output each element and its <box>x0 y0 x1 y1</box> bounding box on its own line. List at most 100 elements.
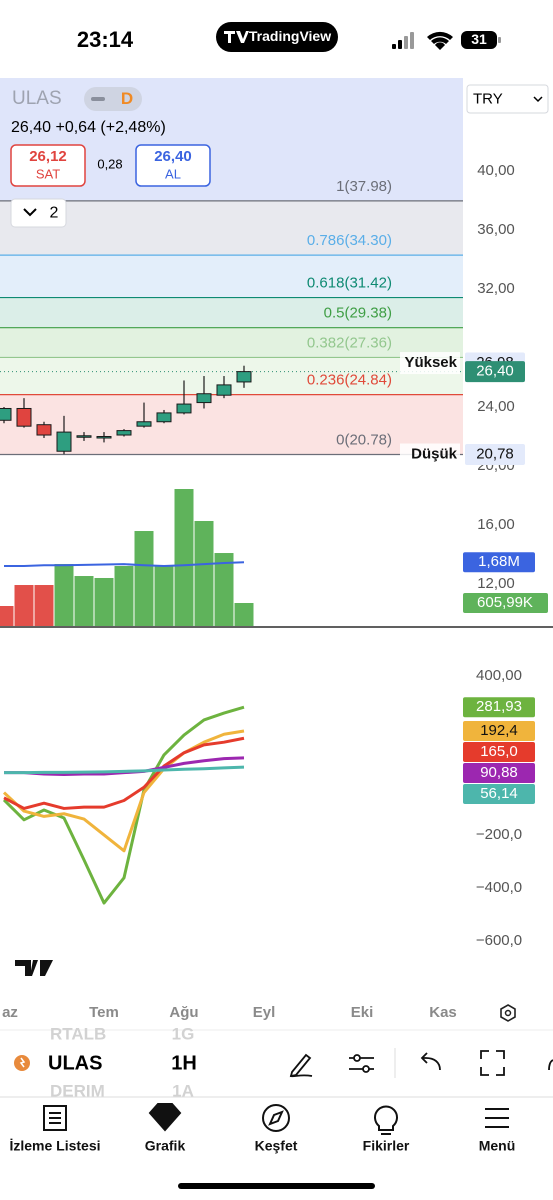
indicator-tick-label: −600,0 <box>476 932 522 949</box>
sell-price: 26,12 <box>29 148 67 165</box>
candle-body <box>196 393 212 404</box>
ma-label: 1,68M <box>478 553 520 570</box>
fib-band <box>0 394 463 455</box>
candle-body <box>36 424 52 436</box>
volume-bar <box>0 606 14 626</box>
price-marker <box>465 361 525 383</box>
candle-body <box>0 407 12 421</box>
fib-band <box>0 255 463 298</box>
indicator-label-box <box>463 720 535 741</box>
time-label: Ağu <box>169 1004 198 1021</box>
chart-icon <box>148 1103 182 1132</box>
battery-level: 31 <box>471 31 487 47</box>
volume-bar <box>14 585 34 626</box>
price-tick-label: 12,00 <box>477 575 515 592</box>
tab-labels: İzleme Listesi Grafik Keşfet Fikirler Menü <box>9 1138 515 1154</box>
marker-name-bg <box>400 443 460 466</box>
tab-label[interactable]: İzleme Listesi <box>9 1138 100 1154</box>
toolbar-interval[interactable]: 1H <box>171 1052 197 1074</box>
fib-band <box>0 327 463 358</box>
price-marker-label: 26,40 <box>476 363 514 380</box>
toolbar-symbol[interactable]: ULAS <box>48 1052 102 1074</box>
volume-bar <box>134 531 154 626</box>
time-axis: az Tem Ağu Eyl Eki Kas <box>2 1004 457 1021</box>
volume-label-box <box>463 593 548 614</box>
indicator-tick-label: −200,0 <box>476 826 522 843</box>
volume-bar <box>194 520 214 626</box>
picker-faded: 1A <box>172 1081 194 1100</box>
marker-name: Düşük <box>411 445 458 462</box>
volume-bar <box>114 566 134 626</box>
buy-button[interactable] <box>135 144 211 187</box>
tab-label[interactable]: Keşfet <box>255 1138 298 1154</box>
app-pill <box>216 22 338 52</box>
quote: 26,40 +0,64 (+2,48%) <box>11 119 166 136</box>
picker-faded: DERIM <box>50 1081 105 1100</box>
candle-body <box>96 436 112 439</box>
indicator-label: 90,88 <box>480 764 518 781</box>
symbol-name: ULAS <box>12 88 62 109</box>
candle-body <box>56 431 72 452</box>
badge-dash <box>91 97 105 101</box>
price-tick-label: 24,00 <box>477 398 515 415</box>
settings-icon[interactable] <box>500 1004 516 1022</box>
fullscreen-icon[interactable] <box>480 1050 505 1076</box>
tab-label[interactable]: Grafik <box>145 1138 186 1154</box>
indicator-toggle[interactable] <box>10 198 67 228</box>
battery <box>461 31 497 49</box>
fib-label: 0.382(27.36) <box>307 334 392 351</box>
sell-label: SAT <box>36 166 60 181</box>
price-marker-label: 20,78 <box>476 445 514 462</box>
undo-icon[interactable] <box>420 1052 441 1071</box>
volume-bar <box>154 566 174 626</box>
tab-label[interactable]: Fikirler <box>363 1138 410 1154</box>
fib-band <box>0 297 463 328</box>
indicator-label: 281,93 <box>476 698 522 715</box>
fib-label: 0.5(29.38) <box>324 305 392 322</box>
currency-select[interactable] <box>466 84 549 114</box>
volume-bar <box>214 553 234 626</box>
badge-pill <box>84 87 142 111</box>
ideas-icon <box>374 1105 398 1135</box>
time-label: Eyl <box>253 1004 276 1021</box>
app-logo <box>224 31 249 43</box>
settings-icon-dot <box>504 1009 512 1017</box>
indicator-line <box>3 736 245 810</box>
fib-label: 0(20.78) <box>336 431 392 448</box>
volume-ma-line <box>4 561 245 568</box>
time-label: Kas <box>429 1004 457 1021</box>
price-tick-label: 16,00 <box>477 516 515 533</box>
marker-name: Yüksek <box>404 354 457 371</box>
candle-body <box>216 384 232 396</box>
fib-band <box>0 200 463 256</box>
marker-name-bg <box>400 352 460 375</box>
tab-label[interactable]: Menü <box>479 1138 516 1154</box>
fib-label: 1(37.98) <box>336 178 392 195</box>
candle-body <box>136 421 152 427</box>
sell-button[interactable] <box>10 144 86 187</box>
tab-icons <box>43 1103 509 1135</box>
candle-body <box>176 403 192 414</box>
more-icon[interactable] <box>548 1059 553 1071</box>
volume-bar <box>94 577 114 626</box>
indicator-label-box <box>463 762 535 783</box>
fib-label: 0.618(31.42) <box>307 275 392 292</box>
fib-label: 0.236(24.84) <box>307 372 392 389</box>
indicator-settings-icon[interactable] <box>349 1054 374 1073</box>
price-tick-label: 36,00 <box>477 221 515 238</box>
menu-icon <box>485 1108 509 1128</box>
ma-label-box <box>463 552 535 573</box>
price-tick-label: 32,00 <box>477 280 515 297</box>
draw-tool-icon[interactable] <box>289 1053 313 1078</box>
interval-badge: D <box>121 89 133 108</box>
volume-bar <box>174 489 194 626</box>
price-tick-label: 40,00 <box>477 162 515 179</box>
watchlist-icon <box>43 1105 67 1131</box>
volume-label: 605,99K <box>477 594 533 611</box>
explore-icon <box>262 1104 290 1132</box>
volume-bar <box>74 576 94 626</box>
status-time: 23:14 <box>77 27 134 52</box>
explore-needle <box>268 1110 284 1126</box>
time-label: Eki <box>351 1004 374 1021</box>
